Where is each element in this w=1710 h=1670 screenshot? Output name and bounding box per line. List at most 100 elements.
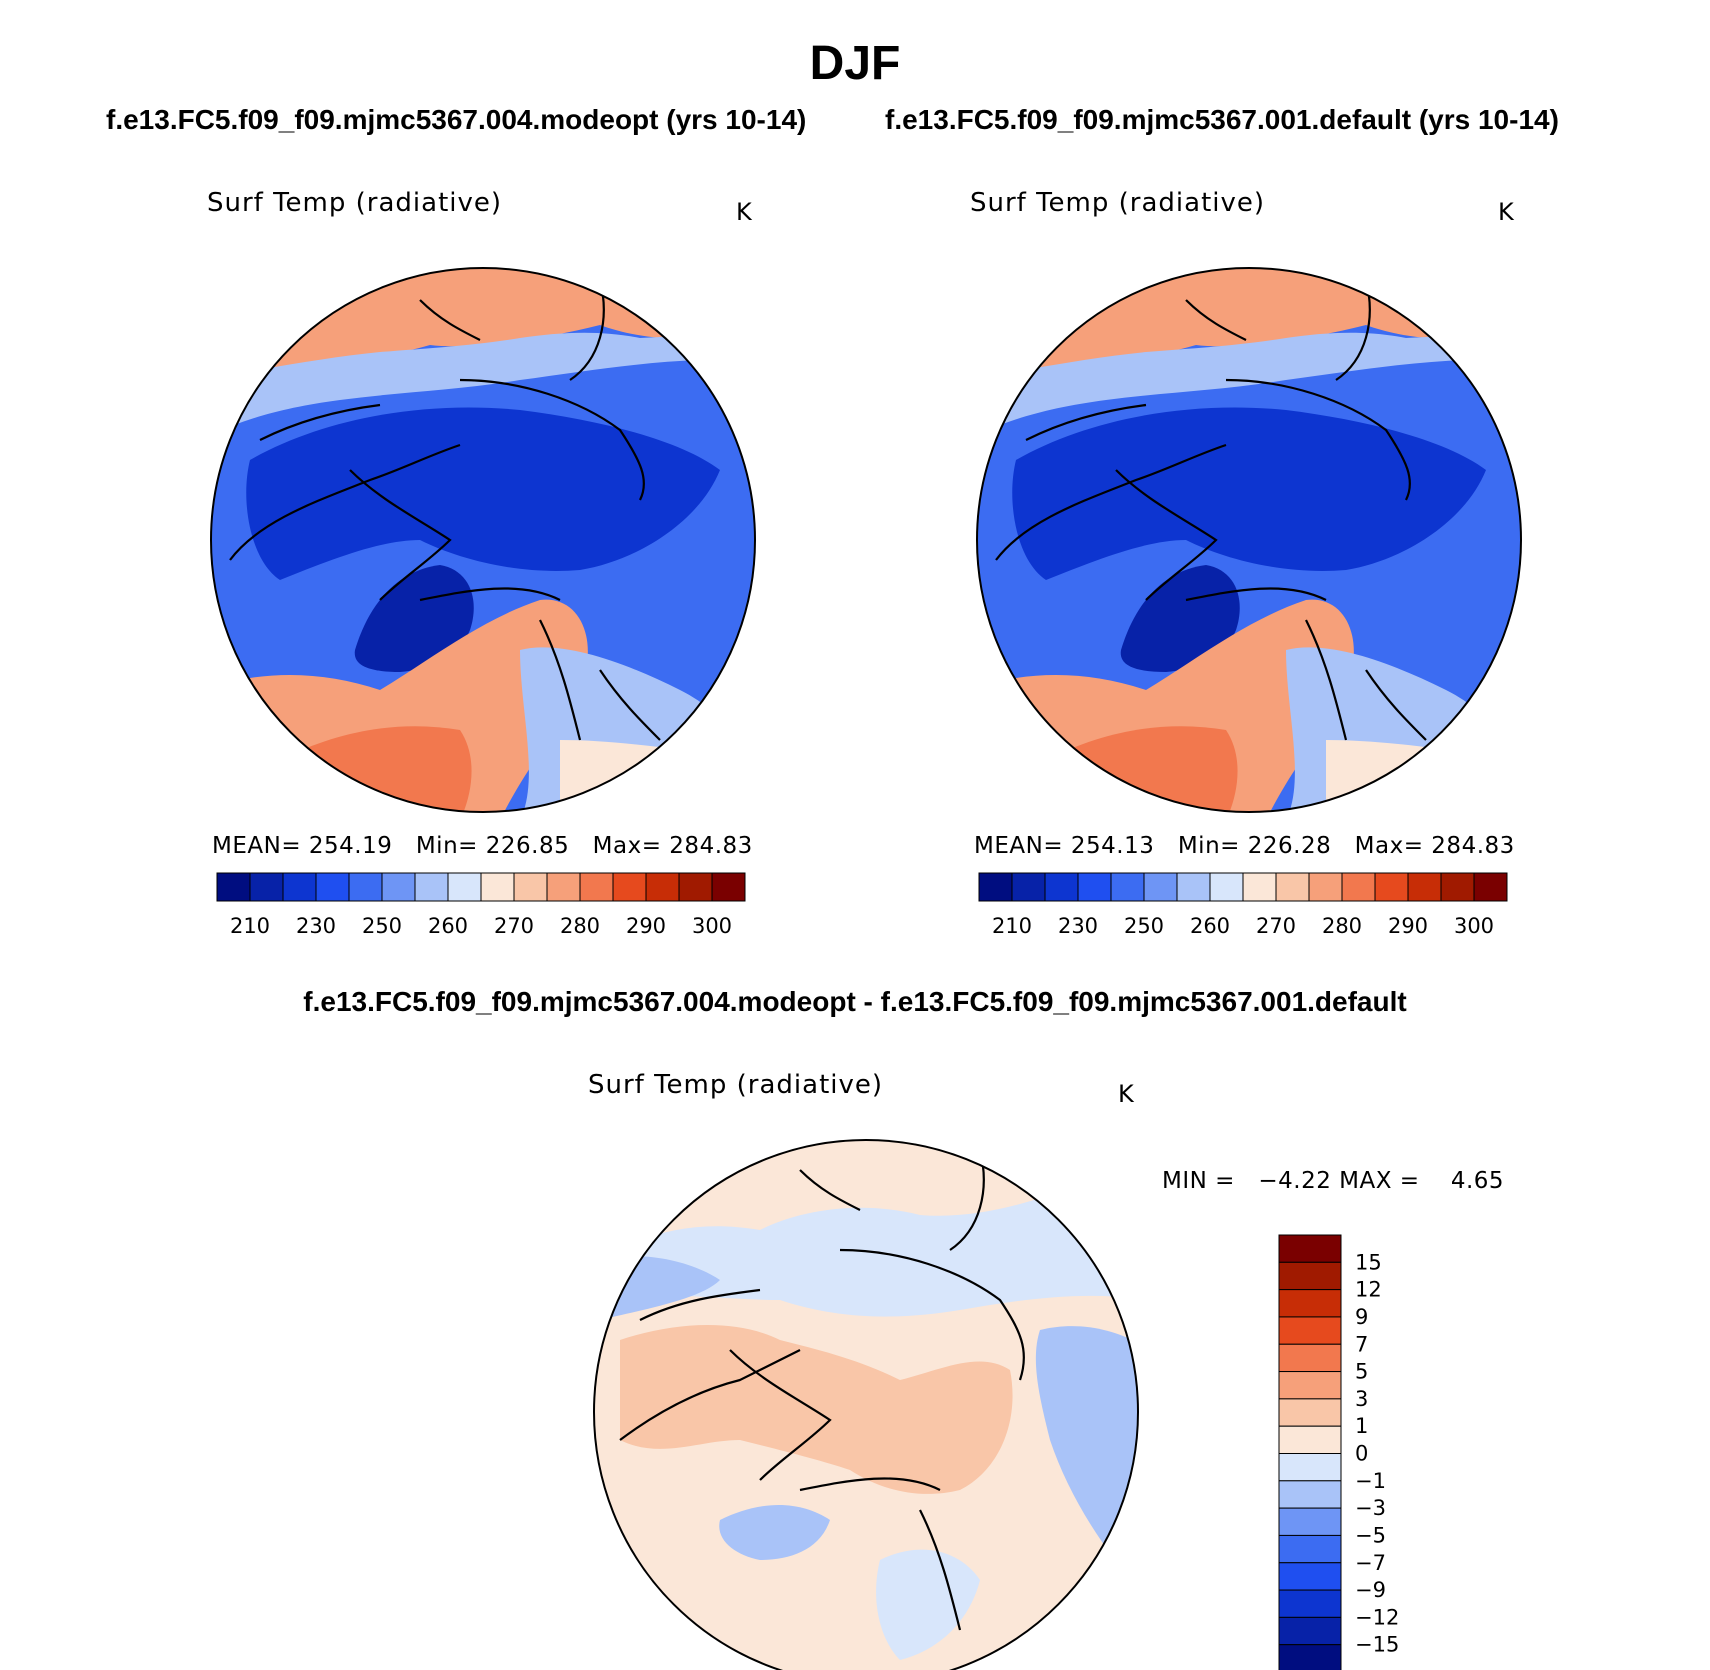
difference-colorbar-swatch (1278, 1644, 1342, 1670)
panel2-colorbar-swatch (1473, 872, 1508, 902)
panel2-colorbar-swatch (1011, 872, 1046, 902)
panel1-mean-value: 254.19 (308, 833, 393, 859)
diff-field-cool-pacific (600, 1180, 1138, 1317)
difference-colorbar-tick-label: −15 (1355, 1633, 1399, 1657)
difference-colorbar-swatch (1278, 1398, 1342, 1427)
panel2-stats: MEAN= 254.13 Min= 226.28 Max= 284.83 (974, 833, 1515, 859)
panel2-mean-value: 254.13 (1070, 833, 1155, 859)
panel2-case-title: f.e13.FC5.f09_f09.mjmc5367.001.default (… (885, 104, 1559, 135)
panel1-colorbar-swatch (381, 872, 416, 902)
difference-colorbar-tick-label: 1 (1355, 1414, 1368, 1438)
panel2-colorbar-swatch (1044, 872, 1079, 902)
panel1-map-border (210, 267, 756, 813)
diff-field-warm-arctic (620, 1325, 1013, 1494)
panel1-field-greenland (354, 565, 474, 672)
panel1-colorbar-swatch (711, 872, 746, 902)
diff-field-cool-scandinavia (876, 1549, 980, 1660)
panel2-colorbar-swatch (1407, 872, 1442, 902)
difference-colorbar-tick-label: −5 (1355, 1523, 1386, 1547)
panel2-colorbar-swatch (1308, 872, 1343, 902)
panel1-colorbar: 210 230 250 260 270 280 290 300 (216, 872, 746, 938)
difference-colorbar-tick-label: 0 (1355, 1442, 1368, 1466)
difference-colorbar-swatch (1278, 1261, 1342, 1291)
panel2-colorbar-tick-label: 230 (1058, 914, 1098, 938)
panel2-colorbar-swatch (1275, 872, 1310, 902)
panel2-colorbar-tick-label: 290 (1388, 914, 1428, 938)
difference-colorbar-swatch (1278, 1507, 1342, 1536)
diff-variable-label: Surf Temp (radiative) (588, 1070, 884, 1100)
difference-colorbar-swatch (1278, 1453, 1342, 1482)
panel2-coastline-north-america (995, 403, 1427, 741)
diff-min-value: −4.22 (1258, 1168, 1332, 1194)
panel1-colorbar-tick-label: 270 (494, 914, 534, 938)
difference-colorbar-tick-label: 7 (1355, 1332, 1368, 1356)
panel1-colorbar-tick-label: 260 (428, 914, 468, 938)
panel2-colorbar-tick-label: 250 (1124, 914, 1164, 938)
panel1-field-deep-arctic (246, 407, 720, 580)
difference-colorbar-swatch (1278, 1589, 1342, 1618)
panel1-mean-label: MEAN= (212, 833, 302, 859)
panel1-colorbar-swatch (348, 872, 383, 902)
panel2-colorbar-tick-label: 300 (1454, 914, 1494, 938)
panel1-colorbar-swatch (480, 872, 515, 902)
difference-polar-map (594, 1140, 1138, 1670)
panel2-colorbar-swatch (1341, 872, 1376, 902)
panel2-min-label: Min= (1177, 833, 1240, 859)
difference-colorbar-tick-label: −3 (1355, 1496, 1386, 1520)
panel1-field-pale-europe (560, 740, 755, 812)
panel2-colorbar-swatch (1440, 872, 1475, 902)
panel1-colorbar-swatch (546, 872, 581, 902)
difference-colorbar-swatch (1278, 1234, 1342, 1263)
panel2-colorbar-swatch (1242, 872, 1277, 902)
panel1-colorbar-swatch (249, 872, 284, 902)
panel1-colorbar-tick-label: 230 (296, 914, 336, 938)
panel1-colorbar-tick-label: 250 (362, 914, 402, 938)
difference-colorbar-tick-label: 5 (1355, 1360, 1368, 1384)
panel2-colorbar: 210 230 250 260 270 280 290 300 (978, 872, 1508, 938)
panel2-colorbar-swatch (1077, 872, 1112, 902)
panel1-colorbar-tick-label: 300 (692, 914, 732, 938)
difference-title: f.e13.FC5.f09_f09.mjmc5367.004.modeopt -… (303, 986, 1407, 1017)
panel2-field-greenland (1120, 565, 1240, 672)
panel1-field-pale-pacific (211, 332, 700, 440)
panel2-field-deep-arctic (1012, 407, 1486, 580)
panel2-polar-map (977, 268, 1521, 812)
panel1-case-title: f.e13.FC5.f09_f09.mjmc5367.004.modeopt (… (106, 104, 807, 135)
panel2-map-border (976, 267, 1522, 813)
panel1-colorbar-swatch (579, 872, 614, 902)
difference-colorbar-tick-label: 9 (1355, 1305, 1368, 1329)
panel1-colorbar-swatch (282, 872, 317, 902)
panel2-field-cool-europe (1286, 647, 1521, 812)
panel1-coastline-north-america (229, 403, 661, 741)
difference-colorbar-swatch (1278, 1425, 1342, 1454)
figure-title: DJF (809, 37, 901, 90)
difference-colorbar-swatch (1278, 1562, 1342, 1591)
panel2-field-pale-europe (1326, 740, 1521, 812)
diff-max-label: MAX = (1339, 1168, 1420, 1194)
panel2-colorbar-swatch (1176, 872, 1211, 902)
panel2-field-pale-pacific (977, 332, 1466, 440)
panel1-colorbar-swatch (612, 872, 647, 902)
panel2-units-label: K (1498, 198, 1514, 226)
panel1-max-value: 284.83 (669, 833, 753, 859)
diff-coastline-north-america (619, 1288, 962, 1631)
panel2-min-value: 226.28 (1247, 833, 1332, 859)
panel1-colorbar-swatch (447, 872, 482, 902)
panel1-colorbar-swatch (315, 872, 350, 902)
panel1-max-label: Max= (592, 833, 662, 859)
panel2-colorbar-swatch (1143, 872, 1178, 902)
diff-min-label: MIN = (1162, 1168, 1235, 1194)
panel1-colorbar-swatch (513, 872, 548, 902)
difference-colorbar-swatch (1278, 1534, 1342, 1564)
difference-colorbar-swatch (1278, 1343, 1342, 1373)
panel1-stats: MEAN= 254.19 Min= 226.85 Max= 284.83 (212, 833, 753, 859)
difference-colorbar: 15 12 9 7 5 3 1 0 −1 −3 −5 −7 −9 −12 −15 (1278, 1234, 1399, 1670)
difference-colorbar-tick-label: −1 (1355, 1469, 1386, 1493)
panel1-colorbar-tick-label: 290 (626, 914, 666, 938)
difference-map-border (593, 1139, 1139, 1670)
diff-units-label: K (1118, 1080, 1134, 1108)
difference-colorbar-tick-label: −9 (1355, 1578, 1386, 1602)
panel2-colorbar-swatch (1110, 872, 1145, 902)
difference-colorbar-tick-label: 15 (1355, 1250, 1382, 1274)
